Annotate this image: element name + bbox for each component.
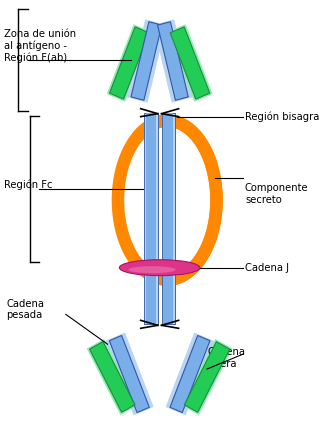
Polygon shape bbox=[168, 25, 212, 101]
Bar bbox=[162, 113, 175, 267]
Text: Región bisagra: Región bisagra bbox=[245, 111, 319, 122]
Polygon shape bbox=[158, 22, 188, 100]
Bar bbox=[163, 267, 173, 324]
Polygon shape bbox=[90, 342, 135, 412]
Text: Cadena
ligera: Cadena ligera bbox=[208, 347, 246, 369]
Polygon shape bbox=[110, 27, 149, 99]
Polygon shape bbox=[106, 333, 153, 415]
Polygon shape bbox=[170, 27, 210, 99]
Polygon shape bbox=[182, 340, 232, 415]
Bar bbox=[146, 267, 156, 324]
Polygon shape bbox=[184, 342, 230, 412]
Polygon shape bbox=[87, 340, 137, 415]
Bar bbox=[145, 113, 158, 267]
Polygon shape bbox=[127, 20, 166, 102]
Text: Zona de unión
al antígeno -
Región F(ab): Zona de unión al antígeno - Región F(ab) bbox=[4, 29, 76, 63]
Polygon shape bbox=[109, 336, 149, 413]
Bar bbox=[146, 113, 156, 267]
Ellipse shape bbox=[119, 260, 200, 276]
Polygon shape bbox=[154, 20, 192, 102]
Bar bbox=[162, 267, 175, 324]
Polygon shape bbox=[107, 25, 151, 101]
Ellipse shape bbox=[128, 266, 176, 273]
Text: Región Fc: Región Fc bbox=[4, 180, 53, 191]
Text: Cadena
pesada: Cadena pesada bbox=[6, 298, 44, 320]
Polygon shape bbox=[131, 22, 162, 100]
Text: Cadena J: Cadena J bbox=[245, 263, 289, 273]
Polygon shape bbox=[170, 336, 210, 413]
Text: Componente
secreto: Componente secreto bbox=[245, 183, 309, 205]
Bar bbox=[145, 267, 158, 324]
Polygon shape bbox=[166, 333, 214, 415]
Bar bbox=[163, 113, 173, 267]
